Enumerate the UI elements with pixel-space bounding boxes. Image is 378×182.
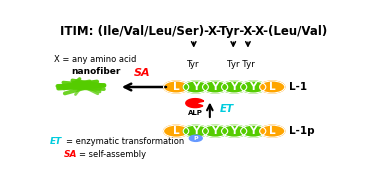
Circle shape [203, 125, 228, 137]
Text: Y: Y [192, 126, 200, 136]
Text: ET: ET [220, 104, 234, 114]
Text: = enzymatic transformation: = enzymatic transformation [66, 137, 184, 146]
Text: Y: Y [249, 126, 257, 136]
Text: Y: Y [231, 126, 238, 136]
Text: = self-assembly: = self-assembly [79, 150, 147, 159]
Text: L: L [173, 126, 180, 136]
Text: Tyr Tyr: Tyr Tyr [227, 60, 254, 69]
Text: Y: Y [211, 82, 219, 92]
Circle shape [240, 125, 266, 137]
Text: Y: Y [249, 82, 257, 92]
Circle shape [222, 81, 247, 93]
Text: L-1: L-1 [289, 82, 307, 92]
Text: ALP: ALP [188, 110, 203, 116]
Text: L-1p: L-1p [289, 126, 314, 136]
Text: Tyr: Tyr [187, 60, 200, 69]
Text: nanofiber: nanofiber [71, 67, 120, 76]
Text: ITIM: (Ile/Val/Leu/Ser)-X-Tyr-X-X-(Leu/Val): ITIM: (Ile/Val/Leu/Ser)-X-Tyr-X-X-(Leu/V… [60, 25, 327, 38]
Text: SA: SA [64, 150, 77, 159]
Text: X = any amino acid: X = any amino acid [54, 55, 137, 64]
Circle shape [183, 125, 208, 137]
Circle shape [203, 81, 228, 93]
Circle shape [189, 135, 202, 141]
Text: L: L [269, 82, 276, 92]
Circle shape [183, 81, 208, 93]
Wedge shape [186, 99, 204, 108]
Circle shape [164, 125, 189, 137]
Circle shape [240, 81, 266, 93]
Text: Y: Y [211, 126, 219, 136]
Circle shape [164, 81, 189, 93]
Text: L: L [173, 82, 180, 92]
Text: SA: SA [134, 68, 151, 78]
Text: ET: ET [50, 137, 62, 146]
Text: Y: Y [231, 82, 238, 92]
Circle shape [260, 125, 285, 137]
Text: L: L [269, 126, 276, 136]
Circle shape [222, 125, 247, 137]
Text: P: P [194, 136, 198, 141]
Circle shape [260, 81, 285, 93]
Text: Y: Y [192, 82, 200, 92]
